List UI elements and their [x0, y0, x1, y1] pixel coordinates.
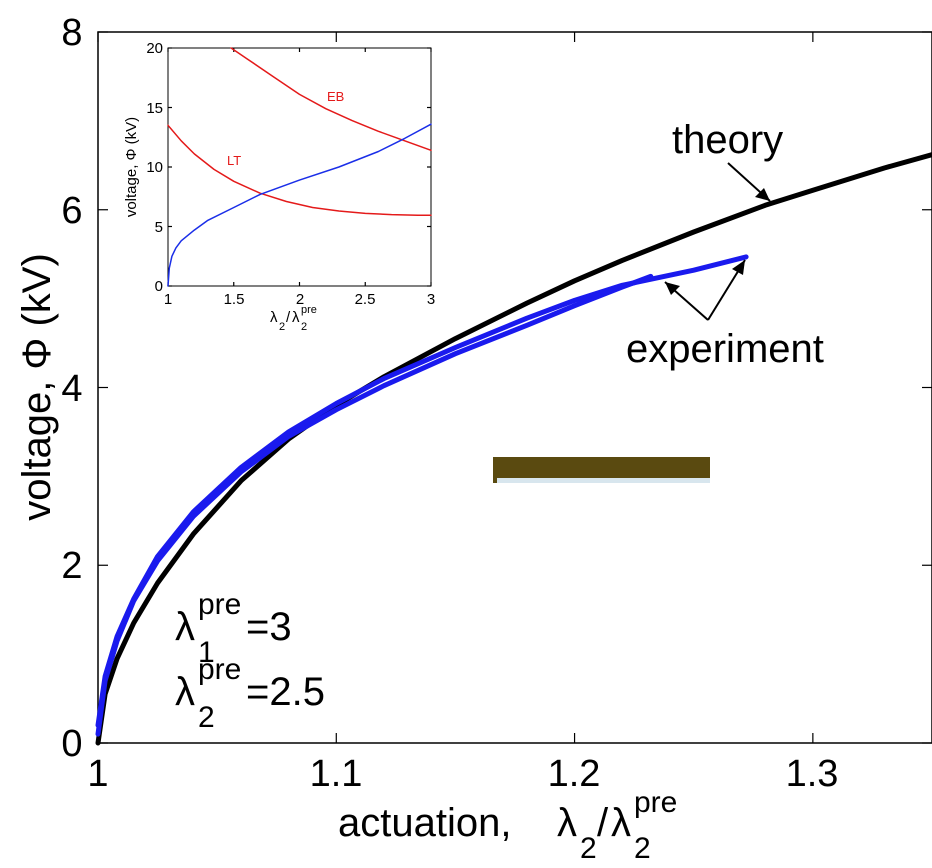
inset-x-label-lambda-2: λ [292, 309, 300, 326]
inset-lt-label: LT [227, 153, 241, 168]
x-axis-label-lambda-2: λ [611, 801, 631, 845]
x-axis-label-lambda: λ [557, 801, 577, 845]
param-lambda2: λ pre 2 =2.5 [175, 653, 325, 734]
param-lambda2-sup: pre [198, 653, 241, 686]
theory-annotation: theory [672, 118, 783, 162]
inset-x-label-sub: 2 [279, 321, 285, 333]
inset-x-label-sub-2: 2 [301, 321, 307, 333]
param-lambda1-base: λ [175, 605, 195, 649]
theory-arrowhead [755, 188, 770, 201]
x-axis-label-slash: / [597, 801, 609, 845]
inset-series-group [167, 47, 432, 287]
y-tick-label: 8 [61, 12, 82, 54]
main-axis-ticks [97, 31, 932, 744]
y-tick-label: 6 [61, 190, 82, 232]
inset-eb-line [230, 47, 432, 152]
x-axis-label: actuation, λ 2 / λ 2 pre [338, 786, 677, 865]
experiment-annotation: experiment [626, 327, 824, 371]
inset-x-tick-label: 1.5 [224, 291, 245, 308]
inset-x-tick-label: 1 [164, 291, 172, 308]
inset-x-tick-label: 2 [296, 291, 304, 308]
inset-y-tick-label: 5 [155, 219, 163, 236]
inset-x-label-slash: / [286, 309, 291, 326]
param-lambda2-value: =2.5 [246, 670, 325, 714]
inset-x-axis-label: λ 2 / λ 2 pre [270, 304, 317, 333]
x-tick-label: 1.2 [548, 753, 601, 795]
inset-y-tick-label: 20 [146, 40, 163, 57]
inset-plot-frame [167, 47, 432, 287]
y-tick-label: 4 [61, 368, 82, 410]
inset-eb-label: EB [327, 89, 344, 104]
param-lambda2-base: λ [175, 670, 195, 714]
photo-strip-edge [497, 478, 710, 483]
inset-y-tick-label: 10 [146, 159, 163, 176]
x-axis-label-text: actuation, [338, 801, 511, 845]
param-lambda1: λ pre 1 =3 [175, 588, 292, 669]
param-lambda1-value: =3 [246, 605, 292, 649]
x-axis-label-sup-2: pre [634, 786, 677, 819]
inset-x-tick-label: 2.5 [355, 291, 376, 308]
inset-x-tick-label: 3 [427, 291, 435, 308]
inset-y-axis-label: voltage, Φ (kV) [123, 117, 140, 217]
param-lambda2-sub: 2 [198, 701, 215, 734]
y-tick-label: 0 [61, 723, 82, 765]
inset-x-label-sup-2: pre [301, 304, 317, 316]
main-experiment-line [95, 273, 654, 737]
inset-series-line [167, 123, 432, 287]
x-axis-label-sub-2: 2 [634, 832, 651, 865]
x-tick-label: 1.3 [786, 753, 839, 795]
experiment-arrowhead-1 [665, 282, 680, 295]
y-tick-label: 2 [61, 545, 82, 587]
x-tick-label: 1.1 [310, 753, 363, 795]
y-axis-label: voltage, Φ (kV) [15, 253, 59, 521]
experiment-arrowhead-2 [732, 260, 745, 275]
inset-y-tick-label: 15 [146, 100, 163, 117]
inset-y-tick-label: 0 [155, 278, 163, 295]
inset-x-label-lambda: λ [270, 309, 278, 326]
x-tick-label: 1 [87, 753, 108, 795]
param-lambda1-sup: pre [198, 588, 241, 621]
inset-lt-line [167, 124, 432, 216]
x-axis-label-sub: 2 [580, 832, 597, 865]
main-experiment-line [95, 254, 749, 728]
main-series-group [95, 152, 932, 746]
param-lambda1-sub: 1 [198, 636, 215, 669]
